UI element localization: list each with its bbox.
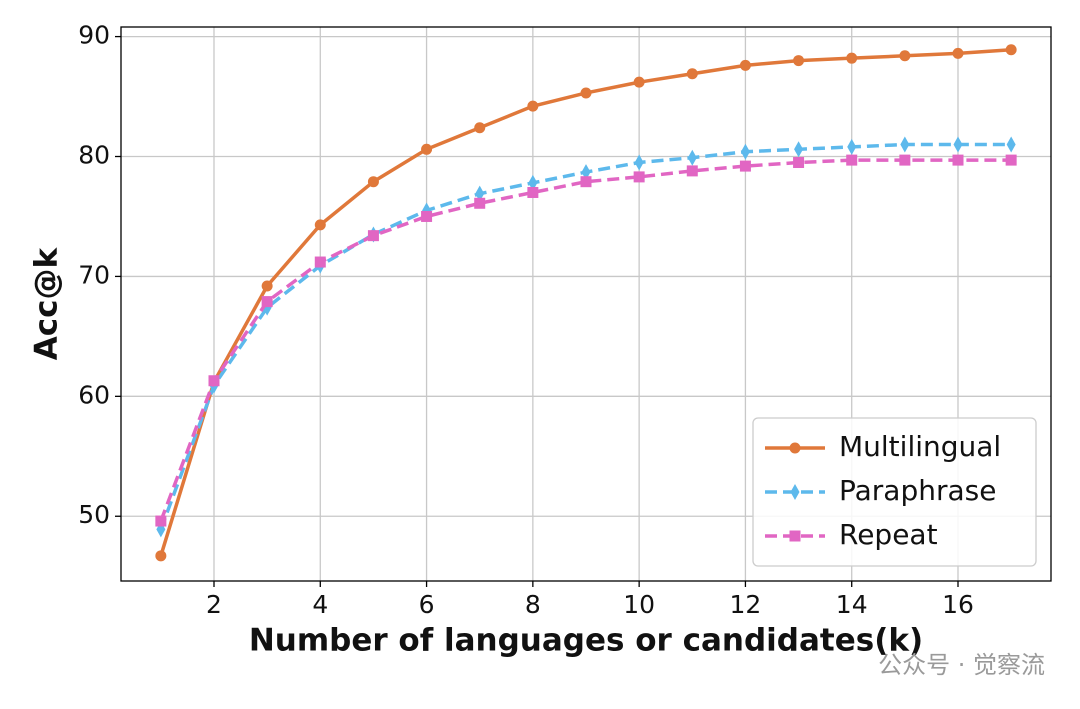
legend-box [752,417,1037,567]
series-line [159,158,1012,522]
marker [899,50,911,62]
x-tick-label: 2 [206,590,222,619]
y-tick-label: 80 [78,141,110,170]
marker [314,256,326,268]
marker [1005,44,1017,56]
y-tick-label: 60 [78,380,110,409]
y-tick-label: 50 [78,500,110,529]
marker [474,197,486,209]
x-tick-label: 10 [623,590,655,619]
legend-marker [790,484,800,500]
legend-marker [789,530,801,542]
marker [953,136,963,153]
marker [208,375,220,387]
y-tick-label: 90 [78,21,110,50]
marker [581,164,591,181]
marker [952,47,964,59]
legend-label: Multilingual [839,430,1001,463]
marker [474,122,486,134]
marker [793,157,805,169]
marker [580,176,592,188]
marker [633,171,645,183]
marker [1005,154,1017,166]
marker [367,176,379,188]
y-axis-label: Acc@k [29,246,65,360]
marker [739,59,751,71]
marker [261,296,273,308]
y-tick-label: 70 [78,260,110,289]
plot-frame [120,26,1052,582]
marker [686,68,698,80]
marker [900,136,910,153]
marker [314,219,326,231]
marker [739,160,751,172]
marker [421,143,433,155]
x-tick-label: 12 [730,590,762,619]
marker [846,52,858,64]
x-tick-label: 4 [312,590,328,619]
marker [793,55,805,67]
marker [899,154,911,166]
marker [794,141,804,158]
marker [633,76,645,88]
x-tick-label: 8 [525,590,541,619]
marker [952,154,964,166]
marker [475,185,485,202]
x-tick-label: 6 [419,590,435,619]
x-tick-label: 16 [942,590,974,619]
marker [527,100,539,112]
marker [155,550,167,562]
marker [528,174,538,191]
marker [580,87,592,99]
legend-label: Repeat [839,518,938,551]
x-tick-label: 14 [836,590,868,619]
x-axis-label: Number of languages or candidates(k) [249,623,923,659]
marker [527,186,539,198]
marker [634,154,644,171]
legend-label: Paraphrase [839,474,996,507]
marker [367,230,379,242]
marker [687,149,697,166]
marker [686,165,698,177]
marker [740,143,750,160]
marker [847,138,857,155]
legend-marker [789,442,801,454]
marker [421,210,433,222]
marker [261,280,273,292]
marker [1006,136,1016,153]
marker [846,154,858,166]
watermark: 公众号 · 觉察流 [878,651,1045,679]
marker [155,515,167,527]
